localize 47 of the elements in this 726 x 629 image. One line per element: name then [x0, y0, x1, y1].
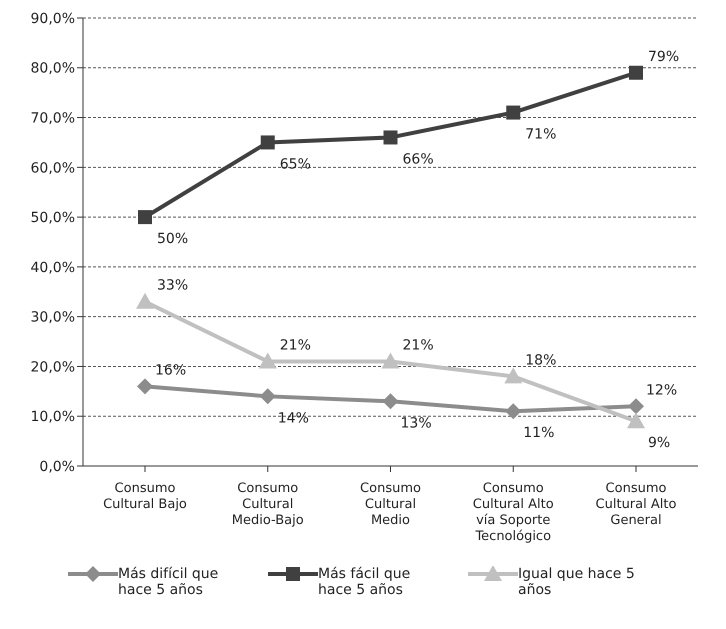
data-label: 21% [280, 337, 311, 354]
point [258, 352, 277, 368]
data-label: 79% [648, 48, 680, 65]
point [137, 378, 153, 394]
point [382, 393, 398, 410]
y-tick-label: 40,0% [30, 260, 75, 276]
data-label: 14% [278, 410, 309, 426]
x-tick-label: Consumo Cultural Medio [360, 481, 421, 528]
point [382, 352, 400, 368]
x-tick-label: Consumo Cultural Bajo [103, 481, 187, 512]
point [505, 403, 522, 420]
point [506, 106, 520, 120]
point [504, 367, 522, 384]
legend-label: Más fácil que hace 5 años [318, 566, 412, 598]
point [260, 135, 275, 150]
data-label: 18% [525, 352, 556, 368]
data-label: 13% [400, 415, 432, 432]
legend-label: Igual que hace 5 años [518, 566, 636, 598]
data-label: 33% [157, 278, 188, 294]
data-label: 9% [648, 435, 670, 452]
y-tick-label: 30,0% [30, 310, 75, 326]
data-label: 11% [523, 425, 554, 442]
x-tick-label: Consumo Cultural Alto vía Soporte Tecnológico [472, 481, 554, 544]
data-label: 71% [525, 126, 556, 143]
data-label: 50% [157, 231, 188, 248]
point [136, 292, 154, 309]
y-tick-label: 20,0% [30, 359, 75, 376]
y-tick-label: 0,0% [39, 458, 75, 475]
x-tick-label: Consumo Cultural Alto General [596, 481, 676, 528]
legend-label: Más difícil que hace 5 años [118, 566, 220, 598]
y-tick-label: 90,0% [30, 10, 75, 27]
x-tick-label: Consumo Cultural Medio-Bajo [232, 481, 304, 528]
y-tick-label: 60,0% [30, 160, 75, 176]
data-label: 12% [646, 382, 678, 398]
point [138, 210, 152, 224]
point [627, 412, 645, 428]
y-tick-label: 70,0% [30, 110, 75, 127]
point [260, 388, 276, 404]
y-tick-label: 80,0% [30, 60, 75, 77]
point [629, 66, 643, 80]
y-tick-label: 50,0% [30, 210, 75, 226]
point [628, 398, 644, 414]
data-label: 16% [155, 362, 186, 378]
data-label: 21% [402, 337, 434, 354]
point [384, 130, 398, 144]
data-label: 66% [402, 151, 434, 168]
y-tick-label: 10,0% [30, 409, 75, 426]
